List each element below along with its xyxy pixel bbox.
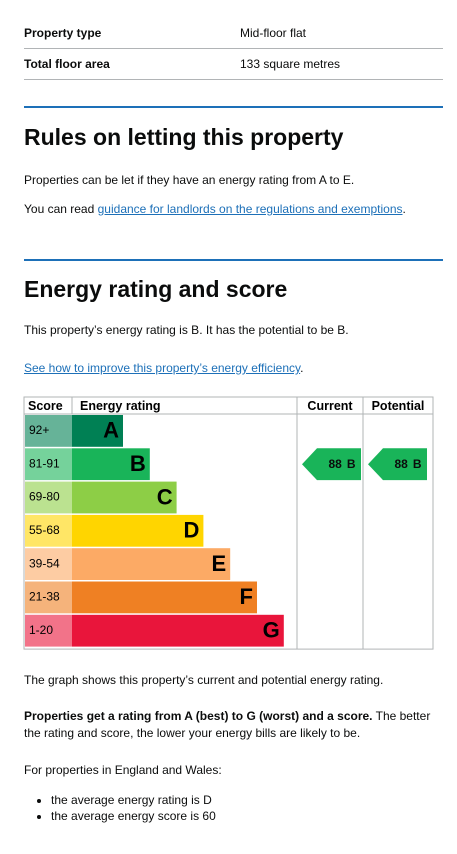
column-header: Score (28, 399, 63, 413)
band-score: 81-91 (29, 456, 60, 470)
score-cell (25, 614, 72, 647)
band-bar (72, 581, 257, 614)
chart-frame (23, 396, 434, 650)
rating-arrow (368, 448, 427, 481)
band-score: 1-20 (29, 623, 53, 637)
rating-band: B (413, 457, 422, 471)
band-letter: B (130, 451, 146, 476)
band-letter: G (263, 618, 280, 643)
column-header: Potential (372, 399, 425, 413)
section-rule (24, 106, 443, 108)
column-header: Energy rating (80, 399, 161, 413)
list: the average energy rating is Dthe averag… (24, 792, 216, 824)
band-letter: F (240, 584, 253, 609)
band-score: 55-68 (29, 523, 60, 537)
rating-chart: Score Energy rating Current Potential 92+ A 81… (23, 396, 434, 650)
text: You can read (24, 202, 98, 216)
summary-row: Total floor area 133 square metres (24, 49, 443, 80)
list-item: the average energy score is 60 (51, 808, 216, 824)
paragraph: This property’s energy rating is B. It h… (24, 323, 349, 337)
heading: Rules on letting this property (24, 124, 344, 150)
rating-label: 88 B (394, 457, 421, 471)
score-cell (25, 514, 72, 547)
score-cell (25, 415, 72, 447)
section-rule (24, 259, 443, 261)
value: 133 square metres (240, 57, 341, 71)
heading: Energy rating and score (24, 276, 288, 302)
band-score: 39-54 (29, 556, 60, 570)
column-header: Current (307, 399, 353, 413)
bold-text: Properties get a rating from A (best) to… (24, 709, 373, 723)
rating-arrow (302, 448, 361, 481)
score-cell (25, 481, 72, 514)
paragraph: The graph shows this property’s current … (24, 673, 384, 687)
paragraph: You can read guidance for landlords on t… (24, 201, 406, 218)
band-bar (72, 481, 177, 514)
band-letter: D (184, 518, 200, 543)
band-score: 69-80 (29, 490, 60, 504)
band-score: 92+ (29, 423, 49, 437)
rating-score: 88 (328, 457, 342, 471)
value: Mid-floor flat (240, 26, 307, 40)
rating-label: 88 B (328, 457, 355, 471)
band-score: 21-38 (29, 590, 60, 604)
band-bar (72, 514, 204, 547)
paragraph: For properties in England and Wales: (24, 763, 222, 777)
band-letter: C (157, 484, 173, 509)
text: . (402, 202, 406, 216)
text: The better the rating and score, the low… (24, 709, 431, 740)
link[interactable]: guidance for landlords on the regulation… (97, 202, 403, 216)
band-bar (72, 614, 284, 647)
text: . (300, 361, 304, 375)
paragraph: Properties can be let if they have an en… (24, 173, 355, 187)
score-cell (25, 548, 72, 580)
key: Property type (24, 26, 102, 40)
band-letter: A (103, 418, 119, 443)
score-cell (25, 581, 72, 614)
band-bar (72, 548, 231, 580)
link[interactable]: See how to improve this property’s energ… (24, 361, 301, 375)
key: Total floor area (24, 57, 110, 71)
band-bar (72, 448, 150, 481)
rating-band: B (347, 457, 356, 471)
summary-row: Property type Mid-floor flat (24, 18, 443, 49)
list-item: the average energy rating is D (51, 792, 216, 808)
paragraph: Properties get a rating from A (best) to… (24, 708, 434, 742)
score-cell (25, 448, 72, 481)
band-letter: E (212, 551, 227, 576)
paragraph: See how to improve this property’s energ… (24, 360, 303, 377)
rating-score: 88 (394, 457, 408, 471)
band-bar (72, 415, 123, 447)
